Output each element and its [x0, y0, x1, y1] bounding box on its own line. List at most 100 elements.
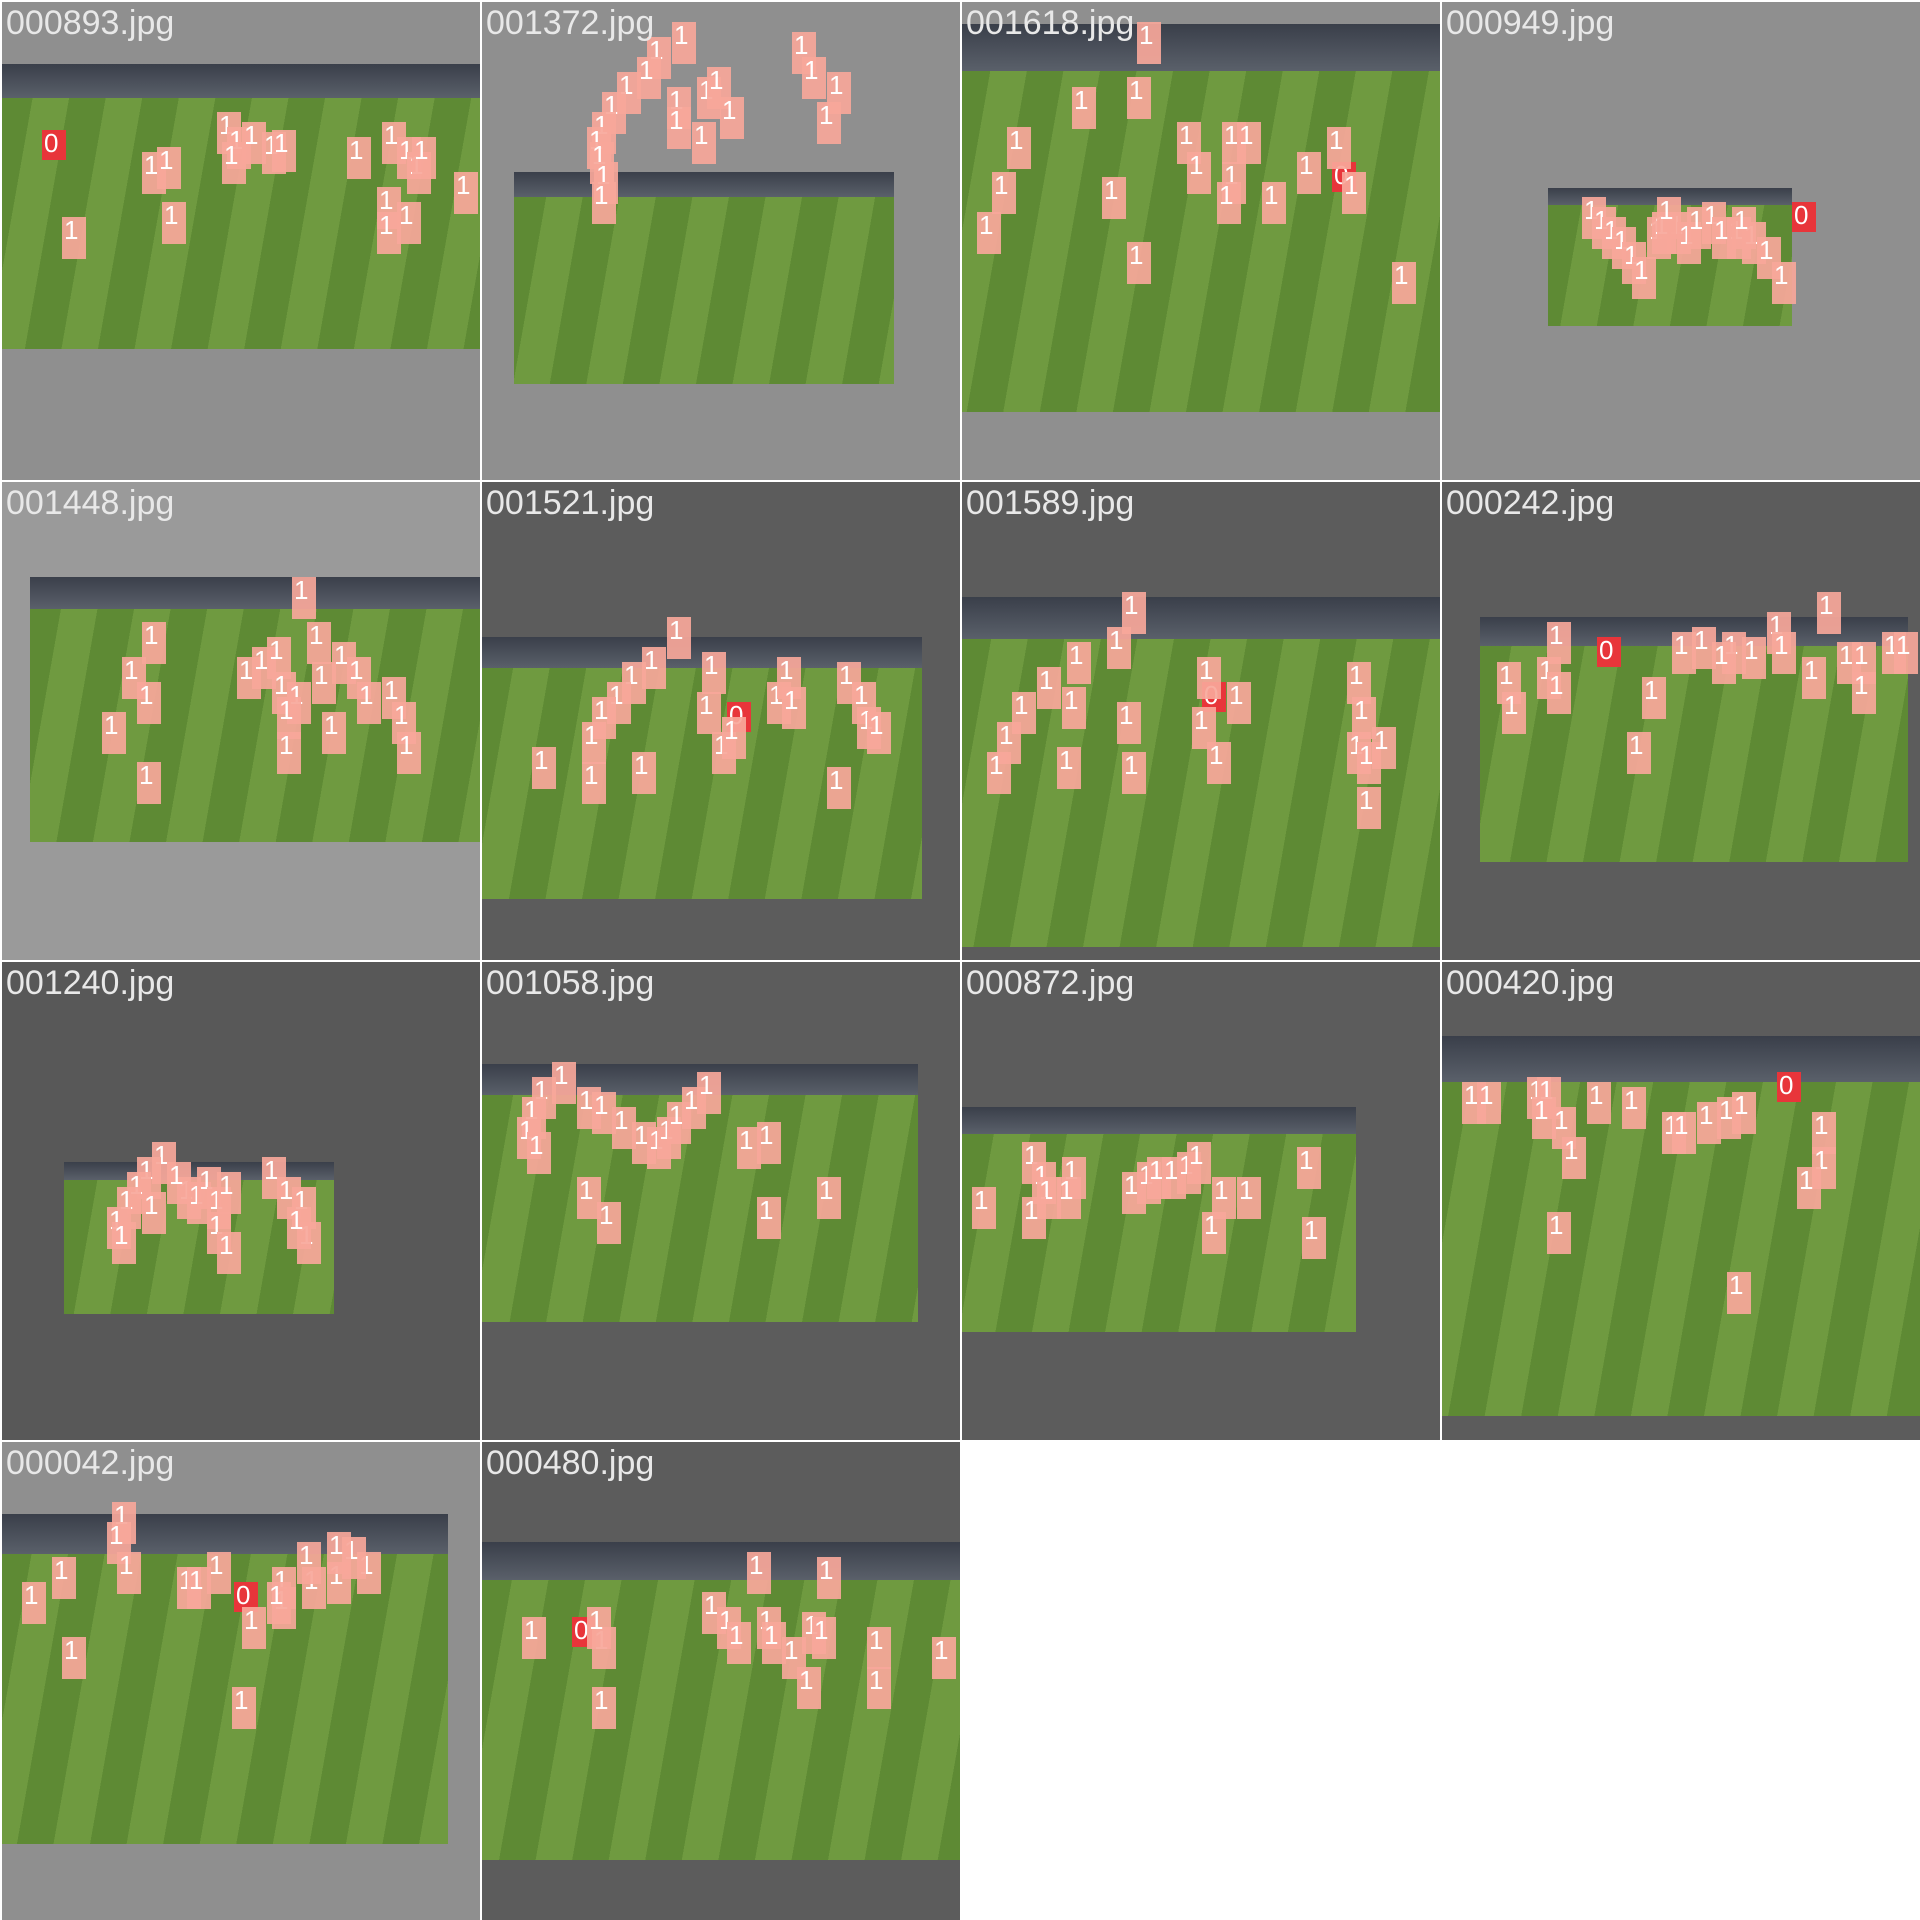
tile-filename: 000872.jpg: [966, 964, 1135, 1002]
class-label: 1: [589, 1605, 604, 1635]
player-detection-box: 1: [637, 57, 661, 99]
player-detection-box: 1: [1562, 1137, 1586, 1179]
class-label: 1: [1304, 1215, 1319, 1245]
tile-filename: 001521.jpg: [486, 484, 655, 522]
class-label: 1: [839, 660, 854, 690]
class-label: 1: [994, 170, 1009, 200]
class-label: 1: [164, 200, 179, 230]
tile-filename: 000893.jpg: [6, 4, 175, 42]
class-label: 1: [1374, 725, 1389, 755]
player-detection-box: 1: [412, 137, 436, 179]
class-label: 1: [724, 715, 739, 745]
player-detection-box: 1: [1852, 672, 1876, 714]
player-detection-box: 1: [1372, 727, 1396, 769]
class-label: 1: [819, 1175, 834, 1205]
class-label: 1: [1819, 590, 1834, 620]
class-label: 1: [759, 1195, 774, 1225]
player-detection-box: 1: [267, 1582, 291, 1624]
class-label: 1: [989, 750, 1004, 780]
class-label: 1: [1799, 1165, 1814, 1195]
player-detection-box: 1: [802, 57, 826, 99]
class-label: 1: [24, 1580, 39, 1610]
player-detection-box: 1: [757, 1197, 781, 1239]
player-detection-box: 1: [1732, 1092, 1756, 1134]
class-label: 1: [379, 185, 394, 215]
player-detection-box: 1: [347, 137, 371, 179]
class-label: 1: [1504, 690, 1519, 720]
player-detection-box: 1: [272, 130, 296, 172]
tile-filename: 000420.jpg: [1446, 964, 1615, 1002]
ball-detection-box: 0: [1777, 1072, 1801, 1102]
player-detection-box: 1: [817, 1177, 841, 1219]
class-label: 1: [644, 645, 659, 675]
class-label: 1: [394, 700, 409, 730]
class-label: 1: [804, 55, 819, 85]
class-label: 1: [399, 730, 414, 760]
player-detection-box: 1: [1057, 747, 1081, 789]
player-detection-box: 1: [867, 712, 891, 754]
class-label: 1: [934, 1635, 949, 1665]
player-detection-box: 1: [1122, 752, 1146, 794]
class-label: 1: [209, 1550, 224, 1580]
stadium-stands: [1548, 188, 1792, 205]
player-detection-box: 1: [22, 1582, 46, 1624]
class-label: 1: [1854, 670, 1869, 700]
class-label: 1: [1239, 120, 1254, 150]
class-label: 0: [1779, 1070, 1794, 1100]
class-label: 1: [159, 145, 174, 175]
player-detection-box: 1: [812, 1617, 836, 1659]
stadium-stands: [30, 577, 480, 609]
mosaic-tile: 001589.jpg1111111110111111111111: [962, 482, 1440, 960]
class-label: 1: [1209, 740, 1224, 770]
class-label: 1: [584, 720, 599, 750]
class-label: 1: [1189, 1140, 1204, 1170]
class-label: 1: [819, 100, 834, 130]
class-label: 1: [279, 730, 294, 760]
player-detection-box: 1: [137, 762, 161, 804]
class-label: 1: [1549, 670, 1564, 700]
player-detection-box: 1: [62, 217, 86, 259]
player-detection-box: 1: [702, 652, 726, 694]
class-label: 1: [254, 645, 269, 675]
player-detection-box: 1: [1007, 127, 1031, 169]
player-detection-box: 1: [642, 647, 666, 689]
class-label: 1: [109, 1520, 124, 1550]
player-detection-box: 1: [1022, 1197, 1046, 1239]
class-label: 1: [1164, 1155, 1179, 1185]
class-label: 1: [359, 680, 374, 710]
class-label: 1: [979, 210, 994, 240]
player-detection-box: 1: [782, 1637, 806, 1679]
player-detection-box: 1: [102, 712, 126, 754]
class-label: 1: [554, 1060, 569, 1090]
player-detection-box: 1: [697, 1072, 721, 1114]
class-label: 1: [224, 140, 239, 170]
player-detection-box: 1: [522, 1617, 546, 1659]
player-detection-box: 1: [1357, 787, 1381, 829]
class-label: 1: [1759, 235, 1774, 265]
class-label: 1: [1299, 150, 1314, 180]
player-detection-box: 1: [1772, 262, 1796, 304]
class-label: 1: [269, 1580, 284, 1610]
class-label: 1: [294, 1185, 309, 1215]
class-label: 1: [294, 575, 309, 605]
stadium-stands: [2, 1514, 448, 1554]
player-detection-box: 1: [1622, 1087, 1646, 1129]
class-label: 1: [764, 1620, 779, 1650]
tile-filename: 000042.jpg: [6, 1444, 175, 1482]
class-label: 1: [1224, 160, 1239, 190]
class-label: 1: [684, 1085, 699, 1115]
player-detection-box: 1: [1072, 87, 1096, 129]
player-detection-box: 1: [322, 712, 346, 754]
player-detection-box: 1: [157, 147, 181, 189]
class-label: 1: [624, 660, 639, 690]
player-detection-box: 1: [1742, 637, 1766, 679]
class-label: 1: [239, 655, 254, 685]
class-label: 1: [139, 680, 154, 710]
class-label: 1: [144, 620, 159, 650]
class-label: 1: [784, 685, 799, 715]
player-detection-box: 1: [1477, 1082, 1501, 1124]
class-label: 1: [64, 215, 79, 245]
class-label: 1: [1104, 175, 1119, 205]
